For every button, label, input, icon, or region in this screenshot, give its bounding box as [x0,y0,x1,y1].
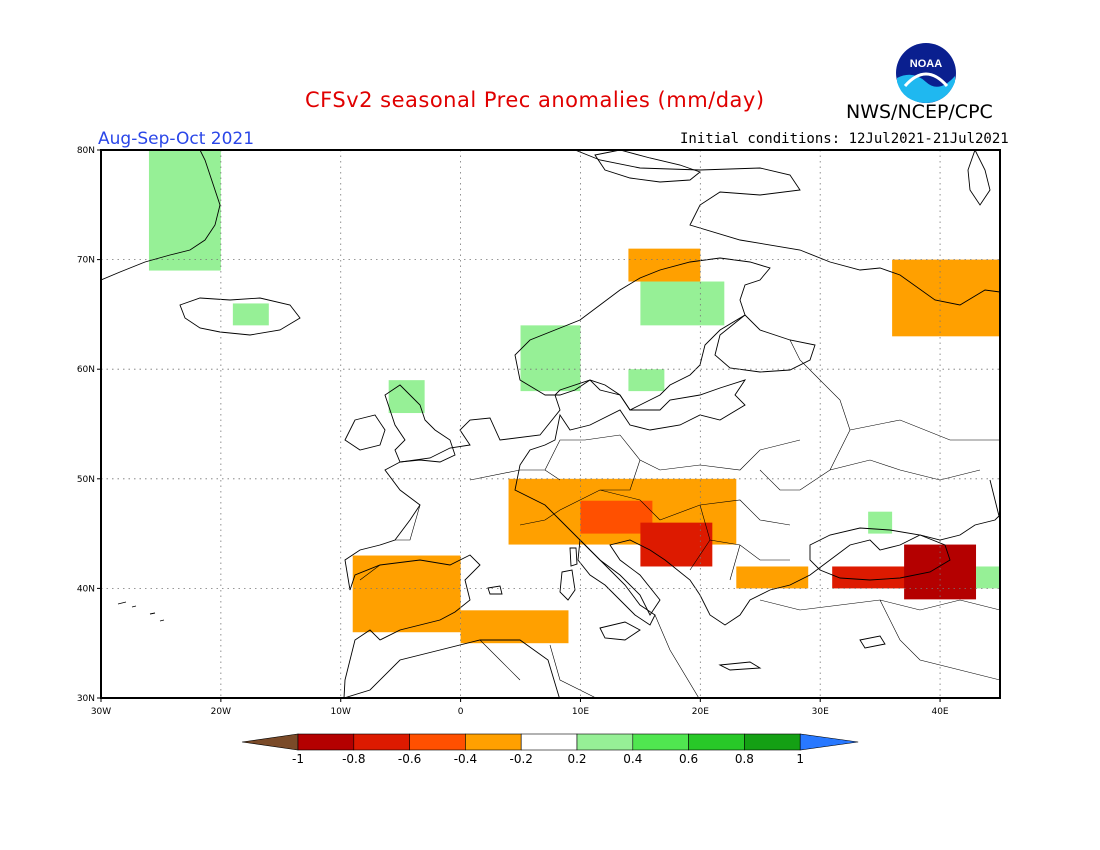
europe-coastline [343,150,1000,698]
novaya-zemlya-coastline [967,150,991,206]
colorbar-arrow-high [799,733,859,751]
colorbar-label: -0.8 [342,752,365,766]
colorbar-label: 0.8 [735,752,754,766]
initial-conditions: Initial conditions: 12Jul2021-21Jul2021 [680,131,1009,147]
colorbar-label: 0.6 [679,752,698,766]
anomaly-cell-12 [460,610,569,644]
colorbar-swatch [576,733,634,751]
anomaly-cell-4 [640,281,725,326]
colorbar-swatch [744,733,801,751]
caspian-coastline [989,479,1000,521]
colorbar-label: -0.6 [398,752,421,766]
anomaly-cell-1 [232,303,269,326]
organization-label: NWS/NCEP/CPC [846,101,993,123]
cyprus-coastline [859,635,886,649]
forecast-period: Aug-Sep-Oct 2021 [98,129,255,149]
anomaly-cell-17 [976,566,1000,589]
lon-tick-label: 20E [692,707,709,717]
noaa-logo-icon: NOAA [896,43,956,103]
svalbard-coastline [594,150,701,183]
colorbar-label: -0.4 [454,752,477,766]
map-area [101,150,1000,698]
lon-tick-label: 0 [458,707,464,717]
anomaly-cell-3 [520,325,581,392]
azores-coastline [117,601,165,622]
colorbar-label: 1 [796,752,804,766]
crete-coastline [718,661,762,671]
lat-tick-label: 30N [77,694,95,704]
anomaly-cell-7 [892,259,1000,337]
scandinavia-coastline [514,257,771,411]
lat-tick-label: 60N [77,365,95,375]
lon-tick-label: 30W [91,707,111,717]
colorbar-label: -1 [292,752,304,766]
anomaly-cell-16 [868,511,893,534]
anomaly-layer [148,150,1000,644]
greenland-coastline [101,150,221,281]
lon-tick-label: 10E [572,707,589,717]
britain-coastline [384,384,456,463]
colorbar-label: -0.2 [509,752,532,766]
colorbar-swatch [520,733,578,751]
finland-coastline [714,314,816,373]
colorbar-label: 0.4 [623,752,642,766]
anomaly-cell-0 [148,150,221,271]
colorbar-label: 0.2 [567,752,586,766]
coastlines [101,150,1000,698]
lon-tick-label: 30E [812,707,829,717]
logo-text: NOAA [910,58,942,70]
lon-tick-label: 10W [331,707,351,717]
lon-axis: 30W 20W 10W 0 10E 20E 30E 40E [91,698,949,717]
ireland-coastline [344,414,386,451]
lat-tick-label: 50N [77,475,95,485]
colorbar-swatch [353,733,410,751]
anomaly-cell-6 [628,248,701,282]
colorbar-swatch [688,733,745,751]
anomaly-cell-11 [352,555,461,633]
colorbar-arrow-low [241,733,299,751]
sardinia-coastline [559,569,576,601]
colorbar-swatch [409,733,466,751]
lon-tick-label: 40E [931,707,948,717]
anomaly-cell-13 [736,566,809,589]
lat-axis: 30N 40N 50N 60N 70N 80N [77,146,101,704]
anomaly-cell-2 [388,380,425,414]
iceland-coastline [179,297,301,336]
colorbar-swatch [297,733,355,751]
lon-tick-label: 20W [211,707,231,717]
balearic-coastline [487,585,503,595]
colorbar-swatch [632,733,689,751]
lat-tick-label: 40N [77,584,95,594]
corsica-coastline [569,547,578,567]
colorbar: -1 -0.8 -0.6 -0.4 -0.2 0.2 0.4 0.6 0.8 1 [241,733,859,766]
anomaly-cell-5 [628,369,665,392]
colorbar-swatch [465,733,522,751]
black-sea-coastline [809,527,951,581]
map-frame [100,149,1001,699]
lat-tick-label: 70N [77,256,95,266]
sicily-coastline [599,621,641,641]
lat-tick-label: 80N [77,146,95,156]
anomaly-cell-10 [640,522,713,567]
chart-title: CFSv2 seasonal Prec anomalies (mm/day) [305,88,765,112]
italy-coastline [577,539,656,626]
